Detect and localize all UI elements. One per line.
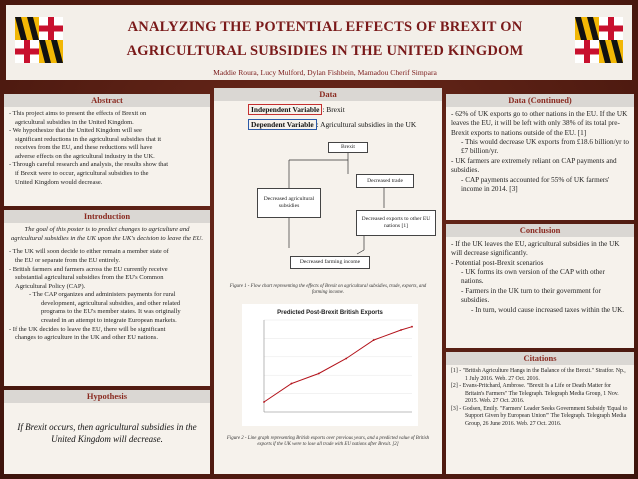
abstract-line: United Kingdom would decrease. <box>15 178 103 186</box>
abstract-line: receives from the EU, and these reductio… <box>15 144 153 152</box>
intro-line: programs to the EU's member states. It w… <box>41 308 181 316</box>
intro-line: created in an attempt to integrate Europ… <box>41 317 177 325</box>
poster-header: ANALYZING THE POTENTIAL EFFECTS OF BREXI… <box>6 5 632 80</box>
hypothesis-heading: Hypothesis <box>86 391 128 401</box>
conclusion-body: - If the UK leaves the EU, agricultural … <box>451 240 629 315</box>
flowchart-arrows <box>288 152 385 255</box>
flag-quadrant-tl <box>15 17 39 40</box>
chart-point <box>372 339 375 341</box>
dependent-variable-value: : Agricultural subsidies in the UK <box>316 120 417 129</box>
introduction-panel: Introduction The goal of this poster is … <box>4 210 210 386</box>
flow-node-decreased-exports: Decreased exports to other EU nations [1… <box>356 210 436 236</box>
intro-line: - The UK will soon decide to either rema… <box>9 248 169 256</box>
chart-point <box>317 372 320 375</box>
citations-panel: Citations [1] - "British Agriculture Han… <box>446 352 634 474</box>
data-continued-line: - This would decrease UK exports from £1… <box>461 138 629 156</box>
data-continued-body: - 62% of UK exports go to other nations … <box>451 110 629 194</box>
citation-entry: [3] - Godsen, Emily. "Farmers' Leader Se… <box>451 405 628 427</box>
chart-point <box>411 325 413 328</box>
citation-entry: [2] - Evans-Pritchard, Ambrose. "Brexit … <box>451 383 619 405</box>
flow-node-brexit: Brexit <box>328 142 368 153</box>
intro-line: Agricultural Policy (CAP). <box>15 282 86 290</box>
conclusion-line: - UK forms its own version of the CAP wi… <box>461 268 605 286</box>
abstract-line: agricultural subsidies in the United Kin… <box>15 118 134 126</box>
abstract-heading: Abstract <box>91 95 123 105</box>
hypothesis-text: If Brexit occurs, then agricultural subs… <box>17 422 197 444</box>
abstract-line: if Brexit were to occur, agricultural su… <box>15 170 149 178</box>
intro-line: - If the UK decides to leave the EU, the… <box>9 325 166 333</box>
conclusion-line: - If the UK leaves the EU, agricultural … <box>451 240 620 258</box>
data-continued-heading: Data (Continued) <box>508 95 572 105</box>
introduction-heading: Introduction <box>83 211 131 221</box>
maryland-flag-icon <box>575 17 623 63</box>
introduction-body: The goal of this poster is to predict ch… <box>9 226 205 343</box>
maryland-flag-icon <box>15 17 63 63</box>
citation-entry: [1] - "British Agriculture Hangs in the … <box>451 368 626 382</box>
independent-variable: Independent Variable: Brexit <box>248 104 345 115</box>
chart-point <box>345 357 348 360</box>
chart-title: Predicted Post-Brexit British Exports <box>277 310 383 316</box>
conclusion-line: - Potential post-Brexit scenarios <box>451 258 544 267</box>
intro-line: development, agricultural subsidies, and… <box>41 299 181 307</box>
data-continued-panel: Data (Continued) - 62% of UK exports go … <box>446 94 634 220</box>
citations-body: [1] - "British Agriculture Hangs in the … <box>451 368 629 428</box>
intro-line: changes to agriculture in the UK and oth… <box>15 334 158 342</box>
flow-node-decreased-subsidies: Decreased agricultural subsidies <box>257 188 321 218</box>
chart-background <box>242 304 418 426</box>
abstract-line: significant reductions in the agricultur… <box>15 135 162 143</box>
abstract-panel: Abstract - This project aims to present … <box>4 94 210 206</box>
exports-line-chart: Predicted Post-Brexit British Exports <box>242 304 418 426</box>
intro-line: substantial agricultural subsidies from … <box>15 274 164 282</box>
poster-title-line2: AGRICULTURAL SUBSIDIES IN THE UNITED KIN… <box>126 43 524 59</box>
abstract-line: adverse effects on the agricultural indu… <box>15 152 155 160</box>
abstract-line: - We hypothesize that the United Kingdom… <box>9 127 142 135</box>
poster-title-line1: ANALYZING THE POTENTIAL EFFECTS OF BREXI… <box>127 19 523 35</box>
flow-node-decreased-trade: Decreased trade <box>356 174 414 188</box>
abstract-line: - Through careful research and analysis,… <box>9 161 169 169</box>
chart-point <box>263 401 265 403</box>
abstract-body: - This project aims to present the effec… <box>9 110 205 187</box>
intro-line: the EU or separate from the EU entirely. <box>15 256 120 264</box>
chart-point <box>400 329 402 331</box>
conclusion-line: - In turn, would cause increased taxes w… <box>471 305 625 314</box>
data-heading: Data <box>319 89 337 99</box>
independent-variable-value: : Brexit <box>322 105 345 114</box>
citations-heading: Citations <box>523 353 557 363</box>
data-continued-line: - UK farmers are extremely reliant on CA… <box>451 156 617 175</box>
introduction-goal: The goal of this poster is to predict ch… <box>10 226 204 242</box>
poster-authors: Maddie Roura, Lucy Mulford, Dylan Fishbe… <box>213 68 437 77</box>
dependent-variable: Dependent Variable: Agricultural subsidi… <box>248 119 417 130</box>
conclusion-panel: Conclusion - If the UK leaves the EU, ag… <box>446 224 634 348</box>
data-continued-line: - 62% of UK exports go to other nations … <box>451 110 628 137</box>
hypothesis-panel: Hypothesis If Brexit occurs, then agricu… <box>4 390 210 474</box>
intro-line: - British farmers and farmers across the… <box>9 265 168 273</box>
data-panel: Data Independent Variable: Brexit Depend… <box>214 88 442 474</box>
conclusion-heading: Conclusion <box>519 225 561 235</box>
figure2-caption: Figure 2 - Line graph representing Briti… <box>226 436 430 448</box>
figure1-caption: Figure 1 - Flow chart representing the e… <box>229 284 427 296</box>
flow-node-decreased-income: Decreased farming income <box>290 256 370 269</box>
conclusion-line: - Farmers in the UK turn to their govern… <box>461 286 601 305</box>
intro-line: - The CAP organizes and administers paym… <box>29 291 176 299</box>
independent-variable-label: Independent Variable <box>248 104 323 115</box>
data-continued-line: - CAP payments accounted for 55% of UK f… <box>461 175 610 193</box>
dependent-variable-label: Dependent Variable <box>248 119 317 130</box>
abstract-line: - This project aims to present the effec… <box>9 110 147 117</box>
chart-point <box>290 382 293 385</box>
